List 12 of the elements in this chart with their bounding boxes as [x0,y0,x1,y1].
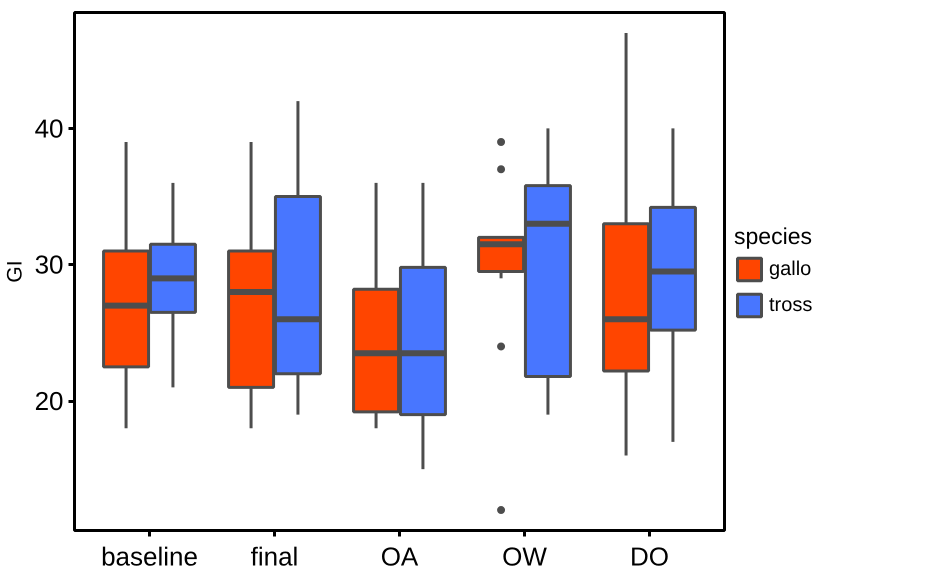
legend-label: gallo [769,258,812,280]
legend-title: species [734,223,812,250]
y-tick-label: 20 [34,386,64,416]
x-tick-label: DO [630,542,669,572]
x-tick-label: final [250,542,298,572]
x-tick-label: OW [502,542,548,572]
legend-label: tross [769,294,812,316]
x-tick-label: OA [380,542,419,572]
x-tick-label: baseline [101,542,198,572]
y-tick-label: 40 [34,113,64,144]
y-axis-title: GI [4,260,27,283]
y-tick-label: 30 [34,250,64,280]
